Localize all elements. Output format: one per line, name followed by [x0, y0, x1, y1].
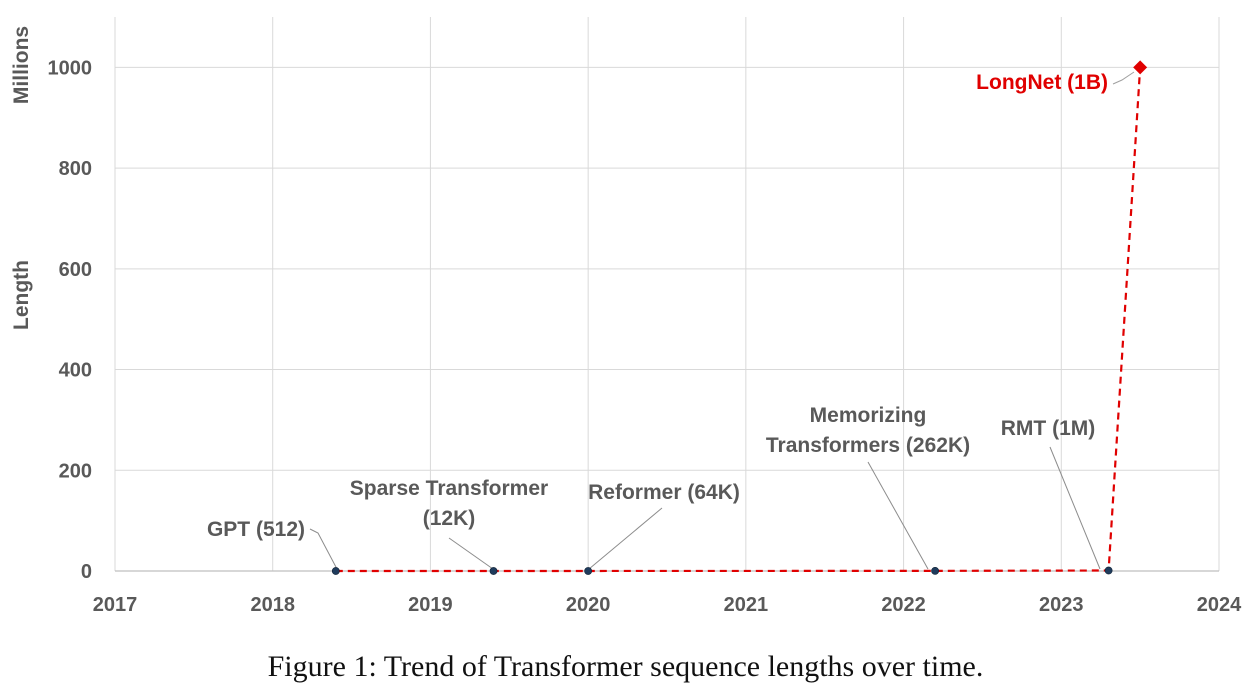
point-label: GPT (512): [207, 518, 305, 541]
data-point-highlight: [1133, 60, 1148, 75]
figure-caption: Figure 1: Trend of Transformer sequence …: [267, 650, 984, 683]
y-tick-label: 400: [59, 360, 92, 382]
x-tick-label: 2019: [408, 594, 453, 616]
y-tick-label: 800: [59, 158, 92, 180]
point-labels: GPT (512) Sparse Transformer (12K) Reformer…: [207, 71, 1108, 541]
leader-line: [309, 528, 338, 570]
leader-line: [588, 507, 663, 570]
point-label: Sparse Transformer (12K): [350, 477, 548, 530]
sequence-length-line: [335, 67, 1142, 573]
axes: 2017 2018 2019 2020 2021 2022 2023 2024 0 200 400 6…: [48, 57, 1243, 616]
series-line: [335, 67, 1142, 573]
y-axis-unit-label: Millions: [10, 26, 33, 104]
y-axis-label: Length: [10, 260, 33, 330]
data-point: [489, 567, 498, 575]
y-tick-label: 0: [81, 561, 92, 583]
leader-lines: [309, 71, 1135, 570]
x-tick-label: 2021: [724, 594, 769, 616]
sequence-length-chart: 2017 2018 2019 2020 2021 2022 2023 2024 0 200 400 6…: [10, 17, 1243, 616]
x-tick-label: 2023: [1039, 594, 1084, 616]
x-tick-label: 2024: [1197, 594, 1242, 616]
leader-line: [448, 537, 494, 570]
leader-line: [867, 461, 929, 570]
point-label: RMT (1M): [1001, 417, 1095, 440]
leader-line: [1049, 446, 1101, 570]
y-tick-label: 200: [59, 460, 92, 482]
x-tick-label: 2018: [250, 594, 295, 616]
x-tick-label: 2022: [881, 594, 926, 616]
leader-line: [1112, 71, 1135, 85]
x-tick-label: 2020: [566, 594, 611, 616]
point-label: Memorizing Transformers (262K): [766, 404, 970, 457]
x-tick-label: 2017: [93, 594, 138, 616]
data-point: [1104, 566, 1113, 575]
y-tick-label: 600: [59, 259, 92, 281]
point-label: Reformer (64K): [588, 481, 740, 504]
y-tick-label: 1000: [48, 57, 93, 79]
data-points: [331, 60, 1148, 575]
point-label: LongNet (1B): [976, 71, 1108, 94]
data-point: [931, 566, 940, 575]
grid: [114, 17, 1220, 571]
data-point: [584, 567, 593, 575]
data-point: [331, 567, 340, 575]
